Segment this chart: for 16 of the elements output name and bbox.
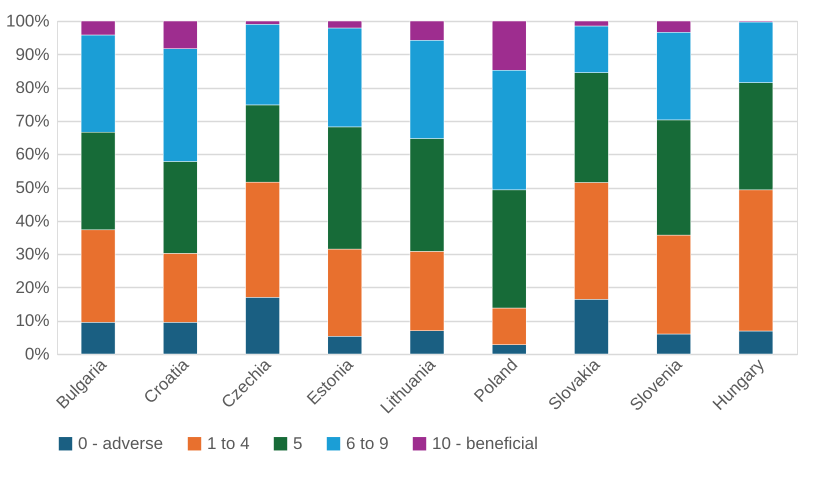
y-tick-label: 60% — [15, 144, 50, 164]
y-tick-label: 40% — [15, 211, 50, 230]
y-tick-label: 0% — [24, 344, 50, 364]
y-tick-label: 80% — [15, 78, 50, 98]
y-tick-label: 100% — [6, 12, 50, 30]
y-tick-label: 20% — [15, 278, 50, 297]
legend-label: 0 - adverse — [78, 434, 164, 453]
y-tick-label: 70% — [15, 111, 50, 130]
legend-label: 6 to 9 — [346, 434, 389, 453]
y-tick-label: 10% — [15, 311, 50, 330]
legend-label: 10 - beneficial — [432, 434, 538, 453]
y-tick-label: 90% — [15, 44, 50, 64]
legend-label: 1 to 4 — [207, 434, 250, 453]
y-tick-label: 50% — [15, 178, 50, 197]
legend-label: 5 — [293, 434, 302, 453]
y-tick-label: 30% — [15, 244, 50, 264]
